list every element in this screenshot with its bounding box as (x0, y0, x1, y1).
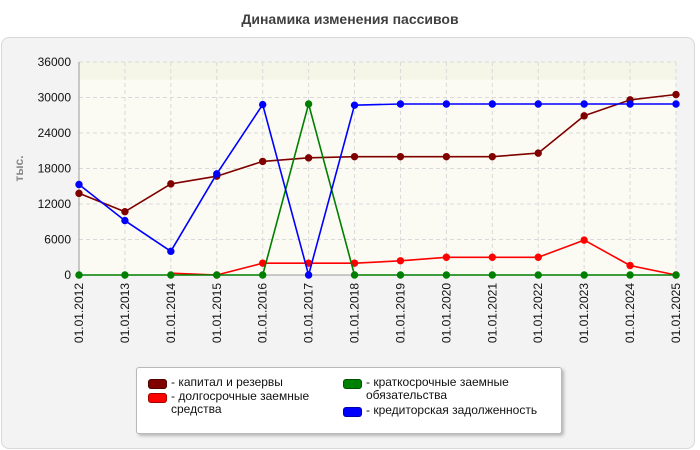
data-point-capital (258, 157, 267, 166)
data-point-capital (442, 152, 451, 161)
data-point-accounts-payable (167, 247, 175, 256)
data-point-accounts-payable (580, 100, 588, 108)
legend-swatch-short-term-borrowings (343, 379, 362, 389)
y-tick-label: 12000 (38, 197, 72, 211)
legend-item-long-term-borrowings: - долгосрочные заемные средства (148, 390, 338, 416)
data-point-capital (350, 152, 359, 161)
x-tick-label: 01.01.2024 (623, 283, 637, 343)
data-point-long-term-borrowings (396, 257, 405, 265)
x-tick-label: 01.01.2019 (393, 283, 407, 343)
y-tick-label: 36000 (38, 55, 72, 69)
data-point-capital (488, 152, 497, 161)
series-line-capital (78, 93, 677, 213)
data-point-long-term-borrowings (626, 261, 634, 270)
x-tick-label: 01.01.2022 (531, 283, 545, 343)
legend-item-accounts-payable: - кредиторская задолженность (343, 404, 558, 417)
data-point-short-term-borrowings (580, 271, 588, 279)
data-point-short-term-borrowings (396, 271, 405, 279)
data-point-short-term-borrowings (534, 271, 542, 279)
x-tick-label: 01.01.2017 (302, 283, 316, 343)
data-point-short-term-borrowings (626, 271, 634, 279)
series-line-short-term-borrowings (79, 103, 676, 276)
y-tick-label: 18000 (38, 162, 72, 176)
y-tick-label: 6000 (44, 233, 71, 247)
data-point-capital (304, 154, 313, 162)
x-tick-label: 01.01.2020 (439, 283, 453, 343)
y-tick-label: 0 (64, 268, 71, 282)
data-point-short-term-borrowings (258, 271, 267, 279)
data-point-long-term-borrowings (488, 253, 497, 261)
data-point-accounts-payable (304, 271, 313, 279)
data-point-short-term-borrowings (442, 271, 451, 279)
data-point-accounts-payable (213, 170, 221, 178)
legend-label-long-term-borrowings: - долгосрочные заемные средства (171, 389, 310, 416)
y-axis-label: тыс. (12, 155, 26, 181)
data-point-capital (534, 149, 542, 157)
legend-swatch-accounts-payable (343, 407, 362, 417)
data-point-short-term-borrowings (304, 100, 313, 108)
x-tick-label: 01.01.2016 (256, 283, 270, 343)
data-point-capital (672, 90, 680, 99)
data-point-accounts-payable (442, 100, 451, 108)
series-line-long-term-borrowings (170, 239, 677, 276)
data-point-capital (396, 152, 405, 161)
data-point-short-term-borrowings (167, 271, 175, 279)
legend-swatch-capital (148, 379, 167, 389)
x-tick-label: 01.01.2012 (72, 283, 86, 343)
y-tick-label: 30000 (38, 91, 72, 105)
data-point-accounts-payable (488, 100, 497, 108)
data-point-accounts-payable (672, 100, 680, 108)
data-point-capital (167, 180, 175, 188)
data-point-accounts-payable (350, 101, 359, 109)
legend-swatch-long-term-borrowings (148, 393, 167, 403)
data-point-long-term-borrowings (534, 253, 542, 261)
x-tick-label: 01.01.2015 (210, 283, 224, 343)
data-point-long-term-borrowings (442, 253, 451, 261)
chart-title: Динамика изменения пассивов (241, 11, 459, 27)
data-point-long-term-borrowings (580, 236, 588, 244)
data-point-short-term-borrowings (121, 271, 129, 279)
chart-legend: - капитал и резервы - долгосрочные заемн… (136, 367, 562, 434)
data-point-short-term-borrowings (488, 271, 497, 279)
data-point-short-term-borrowings (672, 271, 680, 279)
series-line-accounts-payable (78, 103, 676, 276)
data-point-short-term-borrowings (350, 271, 359, 279)
data-point-short-term-borrowings (75, 271, 83, 279)
x-tick-label: 01.01.2014 (164, 283, 178, 343)
data-point-capital (121, 207, 129, 216)
data-point-accounts-payable (121, 216, 129, 225)
data-point-accounts-payable (534, 100, 542, 108)
legend-label-capital: - капитал и резервы (171, 375, 283, 389)
legend-label-accounts-payable: - кредиторская задолженность (366, 403, 538, 417)
data-point-accounts-payable (396, 100, 405, 108)
data-point-capital (75, 189, 83, 198)
x-tick-label: 01.01.2021 (485, 283, 499, 343)
x-tick-label: 01.01.2025 (669, 283, 683, 343)
plot-area-band (79, 62, 676, 80)
legend-item-capital: - капитал и резервы (148, 376, 338, 389)
data-point-accounts-payable (75, 180, 83, 189)
data-point-accounts-payable (258, 100, 267, 109)
x-tick-label: 01.01.2013 (118, 283, 132, 343)
y-tick-label: 24000 (38, 126, 72, 140)
data-point-accounts-payable (626, 100, 634, 108)
legend-item-short-term-borrowings: - краткосрочные заемные обязательства (343, 376, 553, 402)
data-point-capital (580, 112, 588, 120)
x-tick-label: 01.01.2023 (577, 283, 591, 343)
x-tick-label: 01.01.2018 (348, 283, 362, 343)
legend-label-short-term-borrowings: - краткосрочные заемные обязательства (366, 375, 509, 402)
data-point-short-term-borrowings (213, 271, 221, 279)
